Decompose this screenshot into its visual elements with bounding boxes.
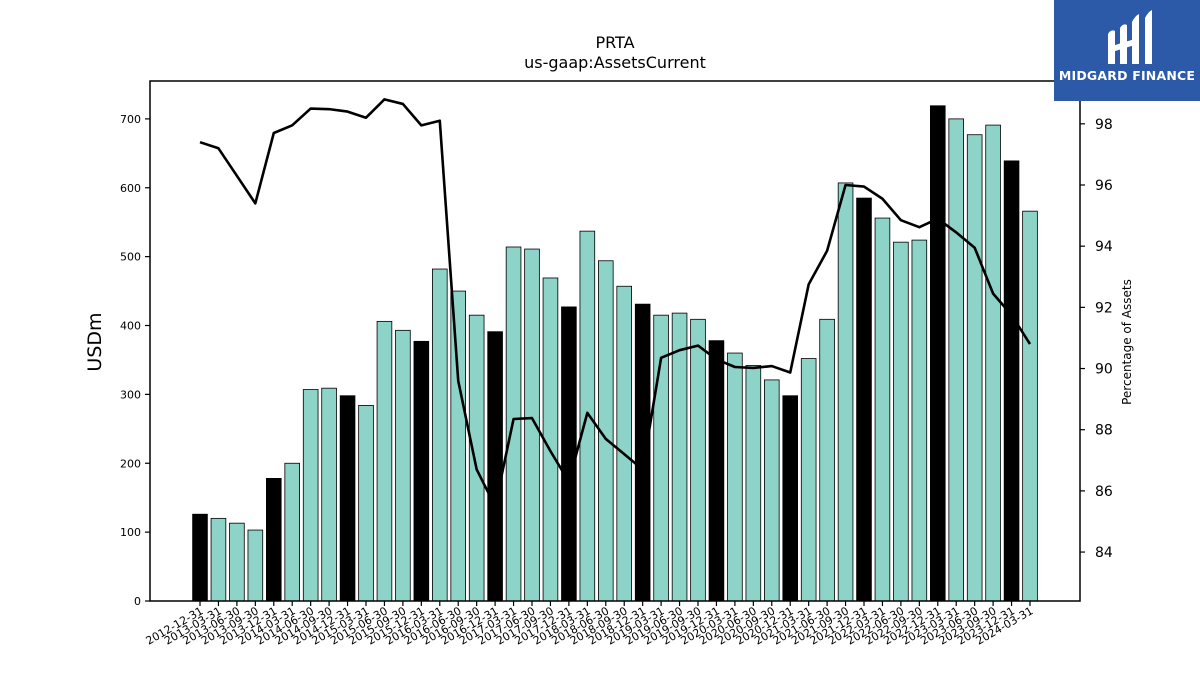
y2-tick-label: 84 bbox=[1095, 545, 1113, 561]
bar bbox=[874, 217, 891, 602]
midgard-logo-icon bbox=[1108, 10, 1152, 64]
y2-tick-label: 94 bbox=[1095, 239, 1113, 255]
y-tick-label: 500 bbox=[120, 251, 141, 264]
bar bbox=[321, 387, 337, 602]
brand-logo: MIDGARD FINANCE bbox=[1054, 0, 1200, 101]
bar bbox=[210, 517, 227, 602]
bar bbox=[395, 329, 411, 602]
bar bbox=[616, 285, 633, 602]
chart-title: PRTA bbox=[595, 33, 634, 52]
bar bbox=[837, 182, 854, 602]
bars-group bbox=[192, 105, 1038, 602]
bar bbox=[671, 312, 688, 602]
bar bbox=[247, 529, 264, 602]
bar bbox=[265, 477, 282, 602]
bar bbox=[708, 340, 725, 602]
bar bbox=[487, 331, 503, 602]
bar bbox=[229, 522, 245, 602]
axes-group: 0100200300400500600700848688909294969820… bbox=[120, 113, 1113, 648]
bar bbox=[302, 389, 319, 602]
bar bbox=[893, 241, 909, 602]
y-axis-label: USDm bbox=[84, 312, 106, 371]
bar bbox=[985, 124, 1001, 602]
y2-tick-label: 86 bbox=[1095, 484, 1113, 500]
chart-subtitle: us-gaap:AssetsCurrent bbox=[524, 53, 706, 72]
bar bbox=[819, 318, 835, 602]
plot-frame bbox=[149, 80, 1081, 602]
y2-tick-label: 96 bbox=[1095, 178, 1113, 194]
brand-name: MIDGARD FINANCE bbox=[1058, 68, 1196, 83]
bar bbox=[745, 365, 762, 602]
bar bbox=[800, 358, 817, 602]
bar bbox=[468, 314, 485, 602]
y2-tick-label: 90 bbox=[1095, 362, 1113, 378]
y-tick-label: 400 bbox=[120, 320, 141, 333]
bar bbox=[930, 105, 946, 602]
y-tick-label: 300 bbox=[120, 388, 141, 401]
y-tick-label: 0 bbox=[134, 595, 141, 608]
bar bbox=[966, 134, 983, 602]
bar bbox=[911, 239, 928, 602]
bar bbox=[431, 268, 448, 602]
line-group bbox=[199, 98, 1032, 508]
y2-axis-label: Percentage of Assets bbox=[1120, 279, 1134, 405]
bar bbox=[856, 197, 872, 602]
bar bbox=[413, 340, 430, 602]
bar bbox=[376, 320, 393, 602]
bar bbox=[782, 395, 799, 602]
y2-tick-label: 88 bbox=[1095, 423, 1113, 439]
bar bbox=[561, 306, 577, 602]
bar bbox=[634, 303, 651, 602]
y-tick-label: 700 bbox=[120, 113, 141, 126]
bar bbox=[284, 462, 300, 602]
y-tick-label: 200 bbox=[120, 457, 141, 470]
y-tick-label: 100 bbox=[120, 526, 141, 539]
bar bbox=[192, 513, 208, 602]
bar bbox=[948, 118, 965, 602]
bar bbox=[727, 352, 743, 602]
bar bbox=[1003, 160, 1020, 602]
bar bbox=[1022, 210, 1038, 602]
bar bbox=[339, 395, 356, 602]
y-tick-label: 600 bbox=[120, 182, 141, 195]
percentage-line bbox=[199, 98, 1032, 508]
bar bbox=[690, 318, 706, 602]
y2-tick-label: 92 bbox=[1095, 300, 1113, 316]
bar bbox=[358, 404, 374, 602]
bar bbox=[764, 379, 780, 602]
bar bbox=[450, 290, 466, 602]
y2-tick-label: 98 bbox=[1095, 117, 1113, 133]
